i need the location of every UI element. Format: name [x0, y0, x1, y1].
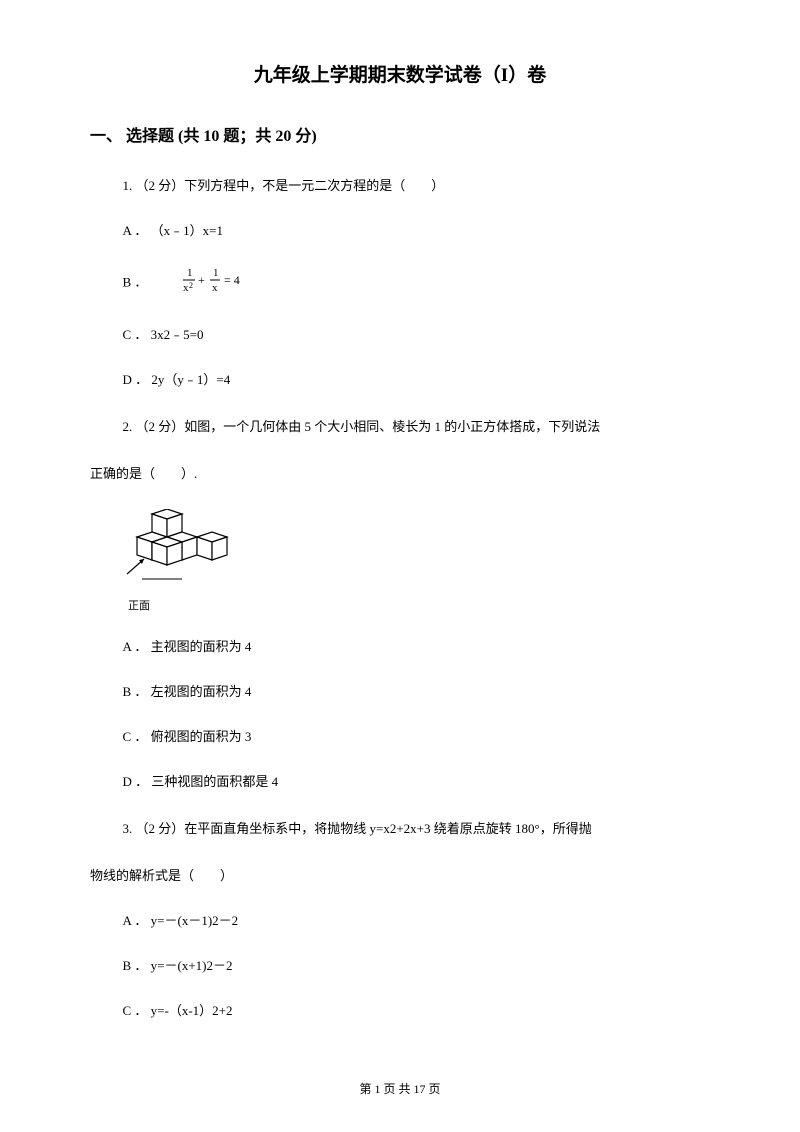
svg-text:1: 1 [187, 267, 193, 279]
formula-icon: 1 x 2 + 1 x = 4 [151, 266, 259, 301]
figure-label: 正面 [128, 597, 710, 613]
svg-text:x: x [212, 282, 218, 294]
q1-option-b: B ． 1 x 2 + 1 x = 4 [90, 266, 710, 301]
q3-option-b: B ． y=－(x+1)2－2 [90, 956, 710, 977]
section-header: 一、 选择题 (共 10 题；共 20 分) [90, 122, 710, 146]
q3-option-a: A ． y=－(x－1)2－2 [90, 911, 710, 932]
q1-option-c: C ． 3x2﹣5=0 [90, 325, 710, 346]
q1-option-d: D ． 2y（y﹣1）=4 [90, 370, 710, 391]
cube-figure [122, 509, 710, 589]
svg-text:= 4: = 4 [224, 273, 240, 287]
q1-option-a: A ． （x﹣1）x=1 [90, 221, 710, 242]
q2-option-d: D ． 三种视图的面积都是 4 [90, 772, 710, 793]
svg-text:1: 1 [213, 267, 219, 279]
svg-text:+: + [198, 273, 205, 287]
q1-b-prefix: B ． [123, 275, 151, 290]
q2-option-c: C ． 俯视图的面积为 3 [90, 727, 710, 748]
svg-text:2: 2 [189, 281, 193, 290]
question-2-text: 2. （2 分）如图，一个几何体由 5 个大小相同、棱长为 1 的小正方体搭成，… [90, 415, 710, 438]
question-1-text: 1. （2 分）下列方程中，不是一元二次方程的是（ ） [90, 174, 710, 197]
page-footer: 第 1 页 共 17 页 [0, 1080, 800, 1097]
q2-option-b: B ． 左视图的面积为 4 [90, 682, 710, 703]
q2-option-a: A ． 主视图的面积为 4 [90, 637, 710, 658]
question-3-text: 3. （2 分）在平面直角坐标系中，将抛物线 y=x2+2x+3 绕着原点旋转 … [90, 817, 710, 840]
page-title: 九年级上学期期末数学试卷（I）卷 [90, 60, 710, 87]
question-3-text-cont: 物线的解析式是（ ） [90, 864, 710, 887]
q3-option-c: C ． y=-（x-1）2+2 [90, 1001, 710, 1022]
question-2-text-cont: 正确的是（ ）. [90, 462, 710, 485]
